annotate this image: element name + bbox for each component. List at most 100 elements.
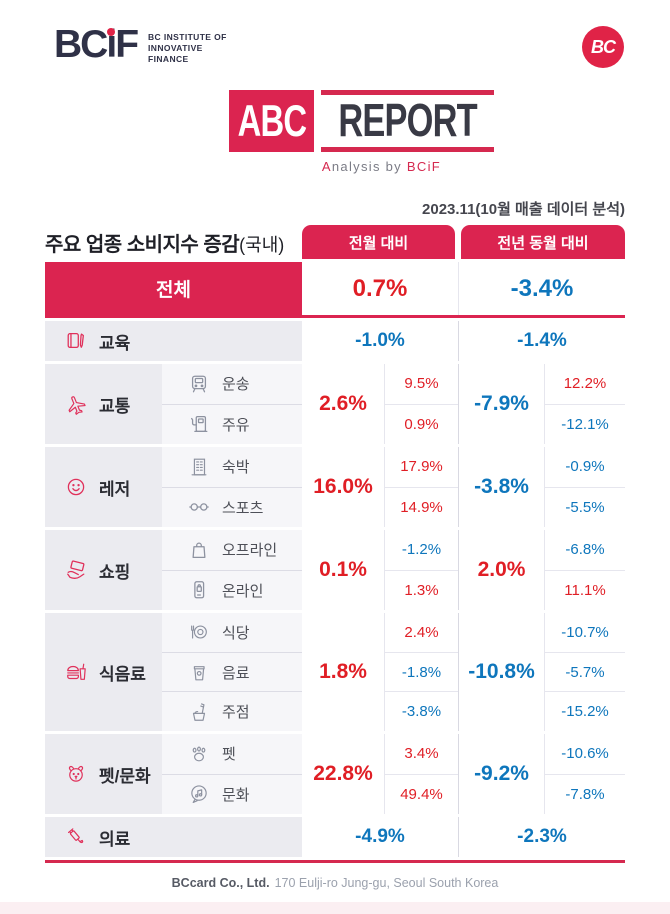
bcif-letters-bc: BC xyxy=(54,23,108,66)
table-row-leisure: 레저 숙박 스포츠 16.0% 17.9% 14.9% -3.8% -0.9% xyxy=(45,447,625,527)
subcategory-column: 식당 음료 주점 xyxy=(162,613,302,731)
analysis-by-line: Analysis by BCiF xyxy=(229,159,441,174)
bottom-accent-strip xyxy=(0,902,670,914)
sub-year-value: -7.8% xyxy=(545,773,625,815)
bcif-subtext-line1: BC INSTITUTE OF xyxy=(148,32,227,42)
subcategory-label: 음료 xyxy=(222,664,250,682)
consumption-index-table: 주요 업종 소비지수 증감 (국내) 전월 대비 전년 동월 대비 전체 0.7… xyxy=(45,225,625,857)
category-cell-education: 교육 xyxy=(45,321,302,361)
sub-month-value: 14.9% xyxy=(385,486,458,528)
table-title: 주요 업종 소비지수 증감 (국내) xyxy=(45,225,302,259)
analysis-prefix: A xyxy=(321,159,332,174)
subcategory-offline: 오프라인 xyxy=(162,530,302,570)
sub-month-value: 0.9% xyxy=(385,403,458,445)
table-row-transport: 교통 운송 주유 2.6% 9.5% 0.9% -7.9% 12.2% xyxy=(45,364,625,444)
report-wordmark: REPORT xyxy=(321,90,495,152)
subcategory-pub: 주점 xyxy=(162,691,302,731)
sub-month-value: 17.9% xyxy=(400,458,443,476)
bc-card-logo-text: BC xyxy=(591,36,616,57)
subcategory-sports: 스포츠 xyxy=(162,486,302,528)
category-cell-leisure: 레저 xyxy=(45,447,162,527)
abc-logo-box: ABC xyxy=(229,90,314,152)
abc-report-logo: ABC REPORT Analysis by BCiF xyxy=(229,90,495,174)
subcategory-column: 펫 문화 xyxy=(162,734,302,814)
shopping-bag-icon xyxy=(188,539,210,561)
sub-year-value: -5.7% xyxy=(545,651,625,692)
culture-icon xyxy=(188,783,210,805)
report-text-inner: REPORT xyxy=(338,94,477,147)
subcategory-restaurant: 식당 xyxy=(162,613,302,652)
category-label: 쇼핑 xyxy=(99,562,131,582)
year-sub-values: 12.2% -12.1% xyxy=(544,364,625,444)
subcategory-column: 숙박 스포츠 xyxy=(162,447,302,527)
month-value: -1.0% xyxy=(355,330,405,351)
month-value: 0.1% xyxy=(319,558,367,581)
dumbbell-icon xyxy=(188,496,210,518)
total-month-value: 0.7% xyxy=(352,274,408,302)
footer-divider xyxy=(45,860,625,863)
footer-company: BCcard Co., Ltd. xyxy=(171,876,270,890)
sub-year-value: -10.7% xyxy=(561,623,609,641)
table-row-medical: 의료 -4.9% -2.3% xyxy=(45,817,625,857)
column-header-month: 전월 대비 xyxy=(302,225,455,259)
paw-icon xyxy=(188,743,210,765)
sub-month-value: 2.4% xyxy=(404,623,439,641)
table-row-food: 식음료 식당 음료 주점 1.8% 2.4% -1.8% xyxy=(45,613,625,731)
column-header-year: 전년 동월 대비 xyxy=(461,225,625,259)
sub-month-value: -1.8% xyxy=(385,651,458,692)
bcif-logo-subtext: BC INSTITUTE OF INNOVATIVE FINANCE xyxy=(148,26,227,65)
report-bottom-bar xyxy=(321,147,495,152)
year-value: -2.3% xyxy=(458,817,625,857)
year-value: 2.0% xyxy=(458,530,544,610)
subcategory-label: 주점 xyxy=(222,704,250,722)
food-drink-icon xyxy=(65,661,87,683)
month-value: 22.8% xyxy=(313,762,373,785)
analysis-brand: BCiF xyxy=(406,159,441,174)
category-label: 교육 xyxy=(99,333,131,353)
subcategory-label: 주유 xyxy=(222,416,250,434)
category-label: 식음료 xyxy=(99,664,146,684)
subcategory-culture: 문화 xyxy=(162,773,302,815)
sub-month-value: 49.4% xyxy=(385,773,458,815)
pub-icon xyxy=(188,701,210,723)
sub-year-value: 12.2% xyxy=(563,375,607,393)
page-header: BCiF BC INSTITUTE OF INNOVATIVE FINANCE … xyxy=(0,0,670,68)
subcategory-label: 식당 xyxy=(222,624,250,642)
subcategory-label: 오프라인 xyxy=(222,542,278,560)
table-header: 주요 업종 소비지수 증감 (국내) 전월 대비 전년 동월 대비 xyxy=(45,225,625,259)
category-cell-medical: 의료 xyxy=(45,817,302,857)
year-value: -1.4% xyxy=(458,321,625,361)
year-sub-values: -10.7% -5.7% -15.2% xyxy=(544,613,625,731)
sub-month-value: 1.3% xyxy=(385,569,458,611)
year-value: -9.2% xyxy=(458,734,544,814)
year-sub-values: -10.6% -7.8% xyxy=(544,734,625,814)
table-title-main: 주요 업종 소비지수 증감 xyxy=(45,234,240,256)
bcif-logo: BCiF BC INSTITUTE OF INNOVATIVE FINANCE xyxy=(54,23,227,66)
analysis-rest: nalysis by xyxy=(331,159,407,174)
category-label: 펫/문화 xyxy=(99,766,151,786)
sub-year-value: -0.9% xyxy=(565,458,605,476)
report-top-bar xyxy=(321,90,495,95)
sub-year-value: -10.6% xyxy=(561,745,609,763)
subcategory-beverage: 음료 xyxy=(162,651,302,692)
bc-card-logo: BC xyxy=(582,26,624,68)
dog-icon xyxy=(65,763,87,785)
bcif-wordmark: BCiF xyxy=(54,23,139,66)
month-sub-values: 3.4% 49.4% xyxy=(384,734,458,814)
month-value: 2.6% xyxy=(319,392,367,415)
year-value: -10.8% xyxy=(458,613,544,731)
syringe-icon xyxy=(65,826,87,848)
table-title-suffix: (국내) xyxy=(239,235,285,255)
category-cell-shopping: 쇼핑 xyxy=(45,530,162,610)
month-sub-values: 2.4% -1.8% -3.8% xyxy=(384,613,458,731)
sub-year-value: -6.8% xyxy=(565,541,605,559)
book-pencil-icon xyxy=(65,330,87,352)
category-cell-food: 식음료 xyxy=(45,613,162,731)
bcif-letter-i: i xyxy=(106,23,117,66)
subcategory-column: 운송 주유 xyxy=(162,364,302,444)
subcategory-label: 펫 xyxy=(222,746,236,764)
sub-year-value: -5.5% xyxy=(545,486,625,528)
month-value: 16.0% xyxy=(313,475,373,498)
sub-year-value: -15.2% xyxy=(545,691,625,731)
